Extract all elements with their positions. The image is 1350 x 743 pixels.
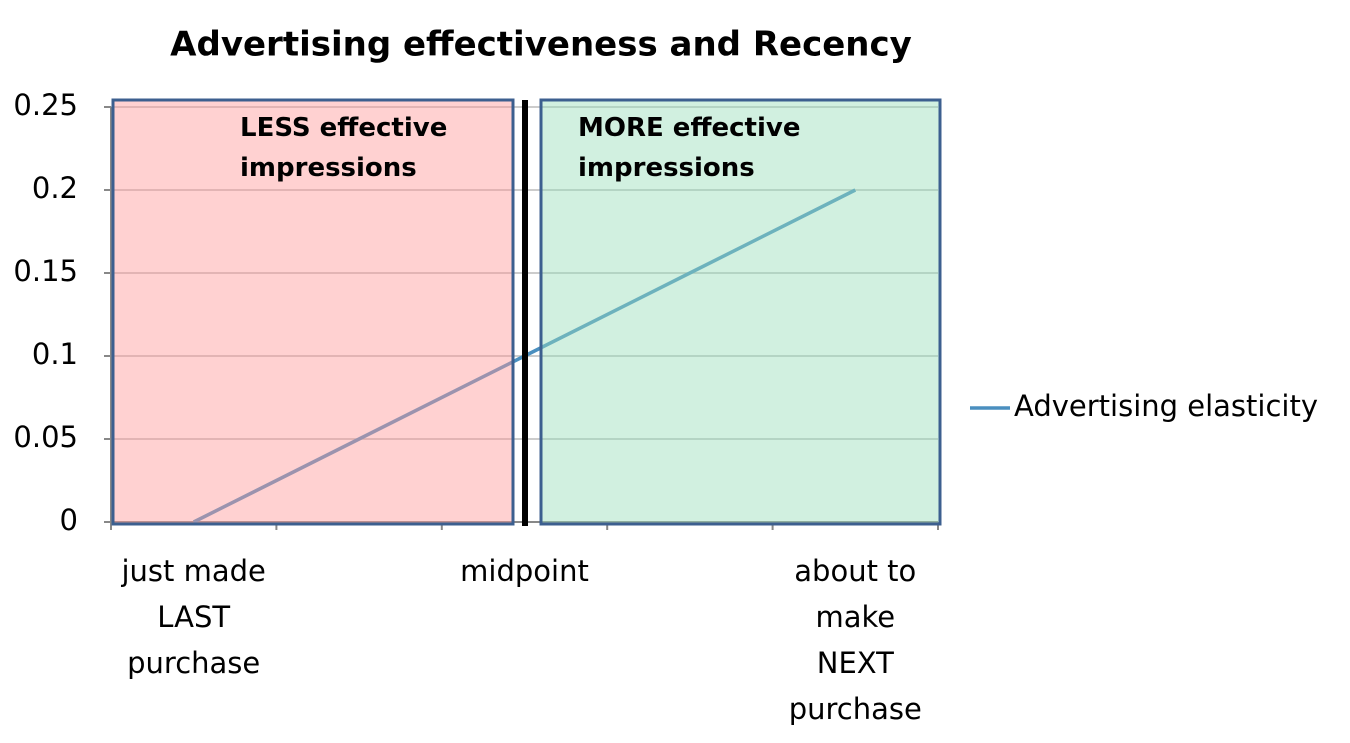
region-label: MORE effective impressions <box>578 113 801 183</box>
region <box>539 98 942 526</box>
chart-title: Advertising effectiveness and Recency <box>170 25 912 65</box>
region-label: LESS effective impressions <box>240 113 448 183</box>
region <box>111 98 515 526</box>
y-tick-label: 0.15 <box>13 254 78 288</box>
y-tick-label: 0 <box>60 503 78 537</box>
y-tick-label: 0.25 <box>13 88 78 122</box>
legend-label: Advertising elasticity <box>1014 389 1318 423</box>
x-tick-label: just made LAST purchase <box>121 554 266 680</box>
y-tick-label: 0.2 <box>32 171 78 205</box>
x-tick-label: midpoint <box>460 554 589 588</box>
y-tick-label: 0.1 <box>32 337 78 371</box>
y-tick-label: 0.05 <box>13 420 78 454</box>
x-tick-label: about to make NEXT purchase <box>788 554 922 726</box>
